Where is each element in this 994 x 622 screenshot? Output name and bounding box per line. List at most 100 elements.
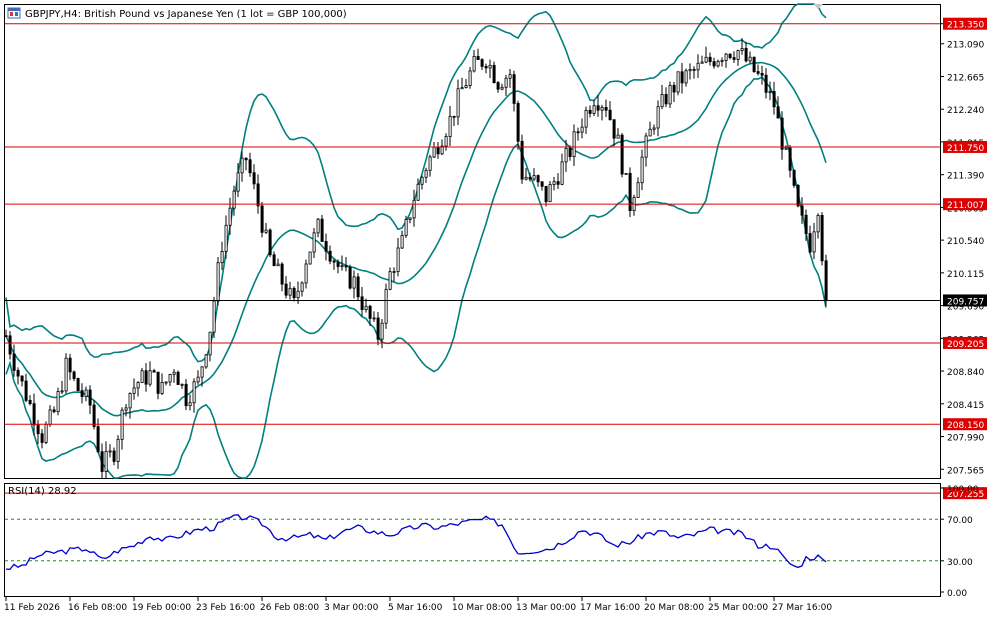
candle	[804, 209, 808, 241]
candle	[412, 189, 416, 227]
candle	[208, 331, 212, 362]
candle	[136, 381, 140, 397]
rsi-tick-label: 0.00	[947, 589, 967, 599]
svg-text:207.255: 207.255	[947, 490, 984, 500]
candle	[644, 132, 648, 167]
svg-text:209.757: 209.757	[947, 297, 984, 307]
candle	[380, 319, 384, 349]
candle	[220, 241, 224, 270]
candle	[24, 373, 28, 403]
level-price-badge: 209.205	[943, 336, 987, 350]
price-tick-label: 213.090	[947, 41, 984, 51]
rsi-tick-label: 30.00	[947, 558, 973, 568]
candle	[348, 264, 352, 290]
candle	[596, 95, 600, 117]
time-tick-label: 25 Mar 00:00	[708, 603, 768, 613]
candle	[160, 373, 164, 396]
candle	[304, 259, 308, 289]
candle	[144, 363, 148, 392]
candle	[292, 286, 296, 302]
candle	[360, 286, 364, 317]
candle	[604, 99, 608, 118]
candle	[560, 153, 564, 186]
candle	[100, 443, 104, 478]
horizontal-levels[interactable]	[5, 23, 940, 494]
candle	[76, 377, 80, 392]
candle	[44, 421, 48, 445]
candle	[16, 367, 20, 385]
price-tick-label: 207.565	[947, 466, 984, 476]
price-tick-label: 208.415	[947, 401, 984, 411]
level-price-badge: 211.750	[943, 140, 987, 154]
candle	[356, 273, 360, 301]
candle	[168, 373, 172, 386]
price-tick-label: 210.115	[947, 270, 984, 280]
chart-shift-triangle-icon[interactable]	[813, 4, 823, 9]
candle	[740, 38, 744, 55]
svg-text:211.750: 211.750	[947, 144, 984, 154]
candle	[308, 251, 312, 265]
price-axis: 213.350213.090212.665212.240211.815211.3…	[940, 21, 984, 476]
svg-text:211.007: 211.007	[947, 201, 984, 211]
candle	[52, 406, 56, 414]
candle	[584, 106, 588, 134]
candle	[180, 383, 184, 389]
candle	[704, 46, 708, 64]
candle	[320, 214, 324, 242]
time-tick-label: 27 Mar 16:00	[772, 603, 832, 613]
candle	[552, 176, 556, 191]
candle	[472, 49, 476, 73]
candle	[788, 145, 792, 178]
candle	[276, 258, 280, 267]
candle	[364, 298, 368, 313]
candle	[468, 66, 472, 89]
candle	[104, 441, 108, 478]
candle	[112, 447, 116, 466]
price-tick-label: 211.390	[947, 172, 984, 182]
candle	[448, 105, 452, 146]
candle	[512, 70, 516, 112]
candle	[428, 154, 432, 177]
candle	[68, 353, 72, 381]
candle	[640, 149, 644, 191]
svg-text:208.150: 208.150	[947, 421, 984, 431]
candle	[32, 393, 36, 436]
candle	[692, 66, 696, 79]
candle	[592, 100, 596, 116]
candle	[736, 49, 740, 66]
candle	[576, 127, 580, 141]
candle	[120, 407, 124, 450]
candle	[248, 152, 252, 177]
candle	[724, 52, 728, 68]
candle	[544, 185, 548, 207]
candle	[744, 41, 748, 63]
candle	[384, 283, 388, 329]
candle	[260, 201, 264, 238]
candle	[580, 118, 584, 139]
rsi-tick-label: 70.00	[947, 516, 973, 526]
candle	[520, 134, 524, 184]
candle	[40, 429, 44, 449]
candle	[732, 51, 736, 63]
candle	[528, 172, 532, 182]
candle	[728, 53, 732, 60]
candle	[648, 121, 652, 137]
candle	[340, 255, 344, 271]
time-tick-label: 20 Mar 08:00	[644, 603, 704, 613]
candle	[568, 145, 572, 161]
candle	[672, 81, 676, 102]
candle	[172, 369, 176, 383]
candle	[516, 100, 520, 150]
candle	[56, 387, 60, 416]
candle	[188, 394, 192, 411]
rsi-line	[5, 514, 827, 570]
candle	[28, 395, 32, 406]
candle	[344, 257, 348, 272]
candle	[780, 111, 784, 160]
candle	[668, 81, 672, 109]
candle	[480, 58, 484, 70]
time-tick-label: 3 Mar 00:00	[324, 603, 379, 613]
candle	[324, 233, 328, 261]
